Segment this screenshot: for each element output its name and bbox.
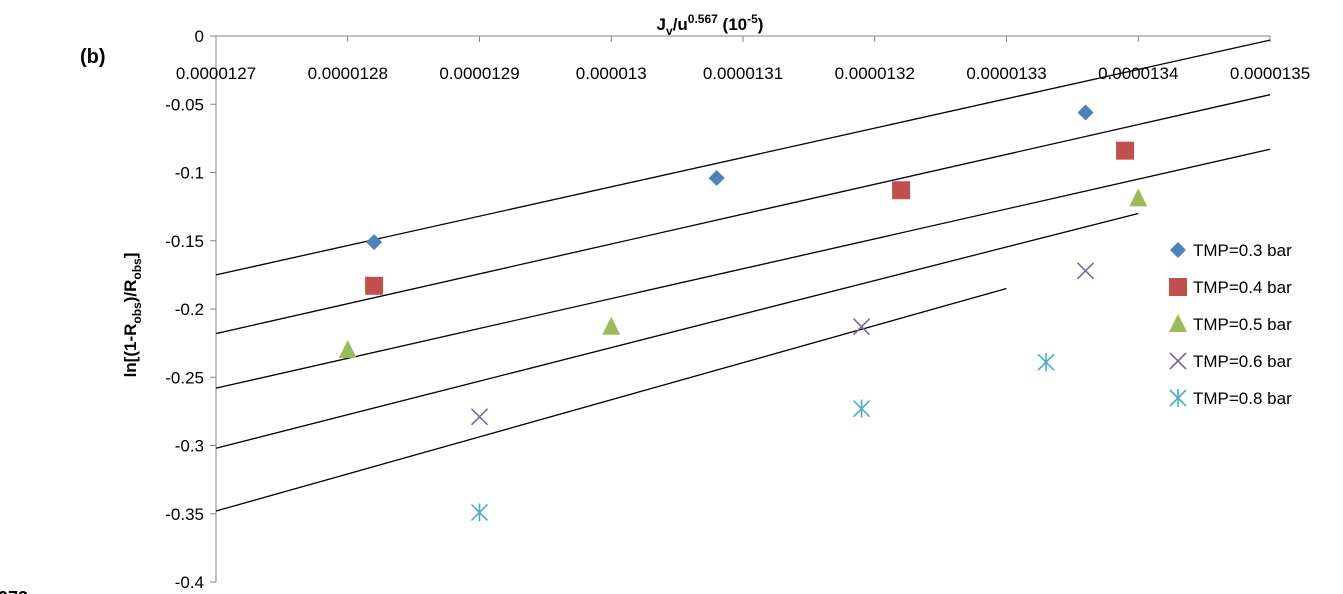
x-tick-label: 0.0000127 xyxy=(176,64,256,83)
legend-marker xyxy=(1169,314,1187,332)
data-point xyxy=(1077,104,1094,121)
y-tick-label: -0.1 xyxy=(175,164,204,183)
trendline xyxy=(215,287,1007,512)
legend-label: TMP=0.5 bar xyxy=(1193,315,1292,334)
x-tick-label: 0.000013 xyxy=(576,64,647,83)
trendlines xyxy=(215,39,1271,512)
trendline xyxy=(215,39,1271,276)
y-tick-label: -0.15 xyxy=(165,232,204,251)
y-tick-label: -0.3 xyxy=(175,437,204,456)
trendline xyxy=(215,94,1271,335)
legend-label: TMP=0.6 bar xyxy=(1193,352,1292,371)
data-point xyxy=(470,408,489,426)
trendline xyxy=(215,148,1271,389)
legend-marker xyxy=(1170,242,1186,258)
x-tick-label: 0.0000128 xyxy=(308,64,388,83)
data-points xyxy=(338,104,1148,522)
data-point xyxy=(1129,188,1148,207)
x-tick-label: 0.0000133 xyxy=(966,64,1046,83)
y-tick-label: -0.4 xyxy=(175,573,204,592)
y-tick-label: -0.25 xyxy=(165,368,204,387)
x-tick-label: 0.0000131 xyxy=(703,64,783,83)
y-tick-label: -0.05 xyxy=(165,95,204,114)
legend-label: TMP=0.4 bar xyxy=(1193,278,1292,297)
clipped-page-number: 973 xyxy=(0,588,28,594)
data-point xyxy=(1076,262,1095,280)
legend-label: TMP=0.3 bar xyxy=(1193,241,1292,260)
data-point xyxy=(892,181,911,200)
y-tick-label: 0 xyxy=(195,27,204,46)
data-point xyxy=(366,234,383,251)
y-tick-label: -0.35 xyxy=(165,505,204,524)
legend-marker xyxy=(1169,352,1187,370)
legend: TMP=0.3 bar TMP=0.4 bar TMP=0.5 bar TMP=0.6… xyxy=(1169,241,1292,408)
data-point xyxy=(853,399,871,418)
data-point xyxy=(1037,353,1055,372)
x-axis-title: Jv/u0.567 (10-5) xyxy=(657,12,764,38)
data-point xyxy=(1116,141,1135,160)
x-tick-label: 0.0000134 xyxy=(1098,64,1178,83)
data-point xyxy=(365,276,384,295)
data-point xyxy=(853,318,871,336)
legend-marker xyxy=(1169,389,1187,407)
legend-marker xyxy=(1169,278,1187,296)
x-tick-label: 0.0000132 xyxy=(835,64,915,83)
y-axis-title: ln[(1-Robs)/Robs] xyxy=(121,253,144,378)
legend-label: TMP=0.8 bar xyxy=(1193,389,1292,408)
axes: 0.0000127 0.0000128 0.0000129 0.000013 0.000… xyxy=(165,27,1310,592)
data-point xyxy=(602,316,621,335)
y-tick-label: -0.2 xyxy=(175,300,204,319)
x-tick-label: 0.0000129 xyxy=(439,64,519,83)
data-point xyxy=(708,169,725,186)
panel-label: (b) xyxy=(80,46,106,68)
x-tick-label: 0.0000135 xyxy=(1230,64,1310,83)
data-point xyxy=(470,503,489,522)
data-point xyxy=(338,339,357,358)
trendline xyxy=(215,212,1139,449)
